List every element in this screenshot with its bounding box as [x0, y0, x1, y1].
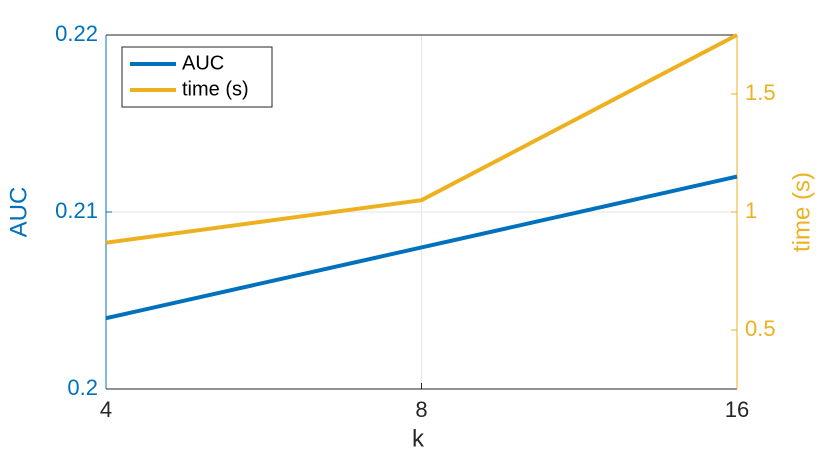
y-axis-label: AUC — [5, 187, 32, 238]
y2-tick-label: 1 — [745, 198, 757, 223]
x-tick-label: 8 — [415, 397, 427, 422]
y-tick-label: 0.21 — [55, 198, 98, 223]
x-tick-label: 16 — [725, 397, 749, 422]
legend-box — [121, 46, 273, 108]
y2-axis-label: time (s) — [788, 172, 815, 252]
series-line — [105, 33, 738, 245]
x-tick-label: 4 — [100, 397, 112, 422]
y2-tick-label: 0.5 — [745, 316, 776, 341]
y-tick-label: 0.22 — [55, 21, 98, 46]
legend-label: AUC — [182, 52, 224, 74]
y2-tick-label: 1.5 — [745, 80, 776, 105]
y-tick-label: 0.2 — [67, 375, 98, 400]
x-axis-label: k — [412, 425, 425, 452]
series-line — [105, 174, 738, 321]
legend-label: time (s) — [182, 78, 249, 100]
